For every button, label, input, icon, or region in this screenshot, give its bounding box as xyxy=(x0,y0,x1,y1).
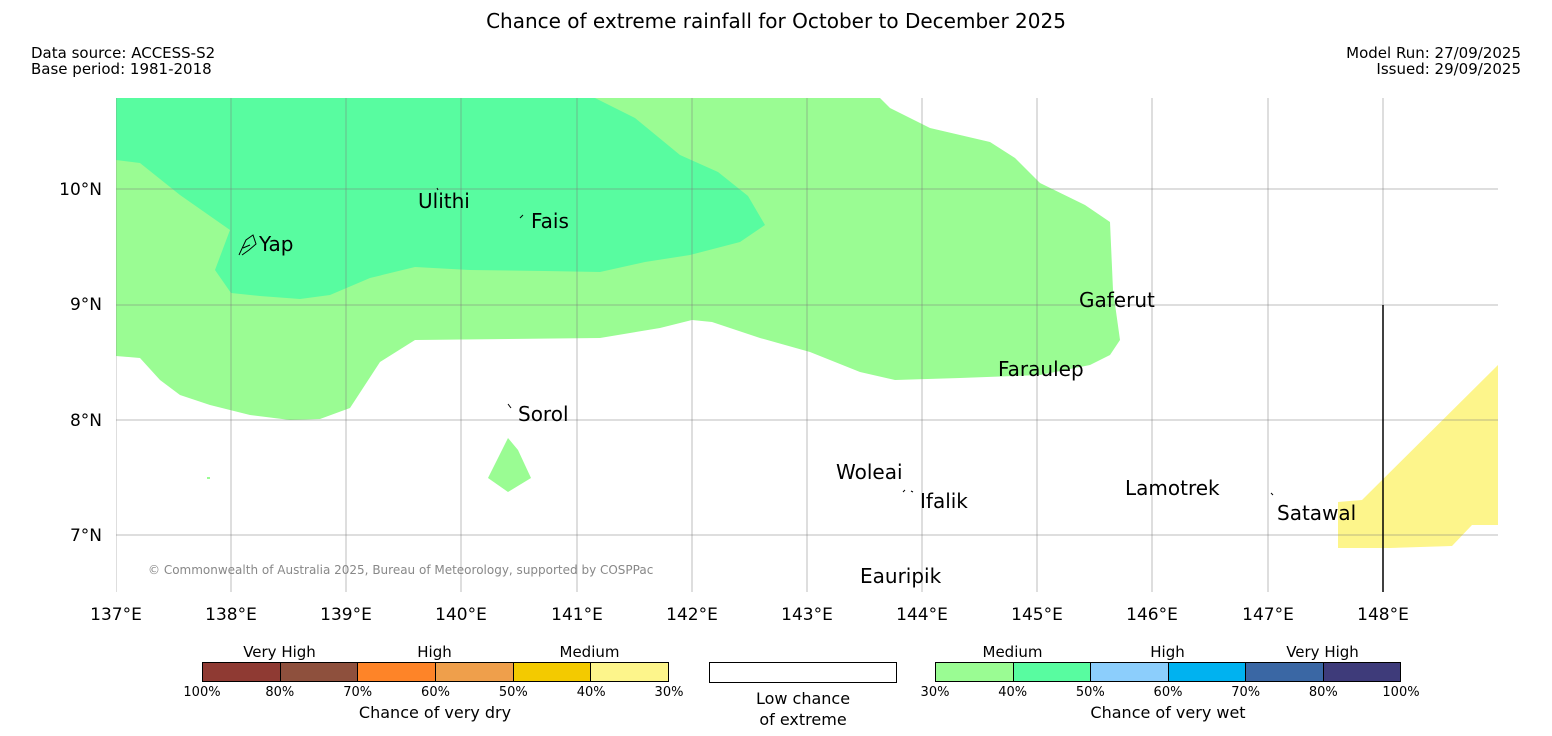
fais-coastline xyxy=(519,214,524,219)
island-label: Lamotrek xyxy=(1125,476,1220,500)
island-label: Satawal xyxy=(1277,501,1356,525)
dry-category-label: Very High xyxy=(243,643,316,661)
lat-label: 8°N xyxy=(70,411,102,431)
dry-swatch xyxy=(203,663,281,681)
dry-tick-label: 50% xyxy=(498,685,528,700)
lon-label: 137°E xyxy=(90,605,142,625)
island-labels: Yap Ulithi Fais Gaferut Faraulep Sorol W… xyxy=(258,189,1356,588)
wet-tick-label: 80% xyxy=(1308,685,1338,700)
longitude-labels: 137°E 138°E 139°E 140°E 141°E 142°E 143°E 144°E… xyxy=(90,605,1409,625)
island-label: Gaferut xyxy=(1079,288,1155,312)
wet-swatch xyxy=(1246,663,1324,681)
wet-swatch xyxy=(1091,663,1169,681)
lat-label: 7°N xyxy=(70,526,102,546)
yap-coastline xyxy=(238,234,257,256)
dry-tick-label: 70% xyxy=(343,685,373,700)
lon-label: 138°E xyxy=(205,605,257,625)
wet-tick-label: 100% xyxy=(1382,685,1420,700)
sorol-coastline xyxy=(507,403,512,409)
low-chance-swatch xyxy=(709,662,897,683)
base-period: Base period: 1981-2018 xyxy=(31,60,212,78)
dry-legend-title: Chance of very dry xyxy=(358,703,512,722)
lat-label: 10°N xyxy=(59,180,102,200)
wet-tick-label: 50% xyxy=(1075,685,1105,700)
dry-swatch xyxy=(358,663,437,681)
wet-medium-dark-region xyxy=(116,98,765,299)
map-plot-area: © Commonwealth of Australia 2025, Bureau… xyxy=(116,98,1498,592)
island-label: Ulithi xyxy=(418,189,470,213)
rainfall-map: © Commonwealth of Australia 2025, Bureau… xyxy=(59,98,1498,625)
satawal-coastline xyxy=(1270,492,1274,496)
dry-tick-label: 100% xyxy=(183,685,221,700)
wet-tick-label: 30% xyxy=(920,685,950,700)
dry-tick-label: 30% xyxy=(654,685,684,700)
lon-label: 146°E xyxy=(1126,605,1178,625)
wet-swatch xyxy=(936,663,1014,681)
model-run: Model Run: 27/09/2025 xyxy=(1346,44,1521,62)
dry-swatch xyxy=(280,663,359,681)
island-label: Faraulep xyxy=(998,357,1084,381)
dry-medium-light-region xyxy=(1338,365,1498,548)
dry-swatch xyxy=(513,663,592,681)
wet-swatch xyxy=(1168,663,1246,681)
run-info: Model Run: 27/09/2025 Issued: 29/09/2025 xyxy=(1346,45,1521,77)
lon-label: 144°E xyxy=(896,605,948,625)
wet-tick-label: 60% xyxy=(1153,685,1183,700)
dry-tick-label: 60% xyxy=(421,685,450,700)
low-chance-label: Low chance of extreme xyxy=(709,688,897,730)
ulithi-coastline xyxy=(436,187,439,191)
dry-category-label: High xyxy=(417,643,452,661)
wet-speck xyxy=(207,477,210,479)
issued-date: Issued: 29/09/2025 xyxy=(1376,60,1521,78)
island-label: Yap xyxy=(258,232,293,256)
dry-tick-label: 80% xyxy=(265,685,295,700)
lon-label: 145°E xyxy=(1011,605,1063,625)
lon-label: 147°E xyxy=(1242,605,1294,625)
coastlines xyxy=(238,187,1274,496)
map-title: Chance of extreme rainfall for October t… xyxy=(486,9,1066,33)
low-chance-line2: of extreme xyxy=(759,710,847,729)
dry-category-label: Medium xyxy=(559,643,620,661)
island-label: Fais xyxy=(531,209,569,233)
lon-label: 148°E xyxy=(1357,605,1409,625)
wet-legend-title: Chance of very wet xyxy=(1090,703,1246,722)
wet-tick-label: 40% xyxy=(998,685,1028,700)
lon-label: 139°E xyxy=(320,605,372,625)
lon-label: 140°E xyxy=(435,605,487,625)
wet-category-label: High xyxy=(1150,643,1185,661)
island-label: Sorol xyxy=(518,402,569,426)
wet-swatch xyxy=(1323,663,1400,681)
lat-label: 9°N xyxy=(70,295,102,315)
copyright-notice: © Commonwealth of Australia 2025, Bureau… xyxy=(148,563,653,577)
wet-small-patch xyxy=(488,438,531,492)
source-info: Data source: ACCESS-S2 Base period: 1981… xyxy=(31,45,215,77)
dry-colorbar xyxy=(202,662,669,682)
data-source: Data source: ACCESS-S2 xyxy=(31,44,216,62)
latitude-labels: 10°N 9°N 8°N 7°N xyxy=(59,180,102,546)
wet-tick-label: 70% xyxy=(1231,685,1261,700)
wet-category-label: Very High xyxy=(1286,643,1359,661)
island-label: Woleai xyxy=(836,460,903,484)
lon-label: 142°E xyxy=(666,605,718,625)
woleai-coastline xyxy=(902,489,914,493)
island-label: Eauripik xyxy=(860,564,942,588)
lon-label: 141°E xyxy=(551,605,603,625)
dry-swatch xyxy=(591,663,669,681)
wet-colorbar xyxy=(935,662,1401,682)
low-chance-line1: Low chance xyxy=(755,689,851,708)
wet-swatch xyxy=(1013,663,1091,681)
dry-swatch xyxy=(436,663,514,681)
island-label: Ifalik xyxy=(920,489,968,513)
lon-label: 143°E xyxy=(781,605,833,625)
dry-tick-label: 40% xyxy=(576,685,606,700)
wet-category-label: Medium xyxy=(982,643,1043,661)
